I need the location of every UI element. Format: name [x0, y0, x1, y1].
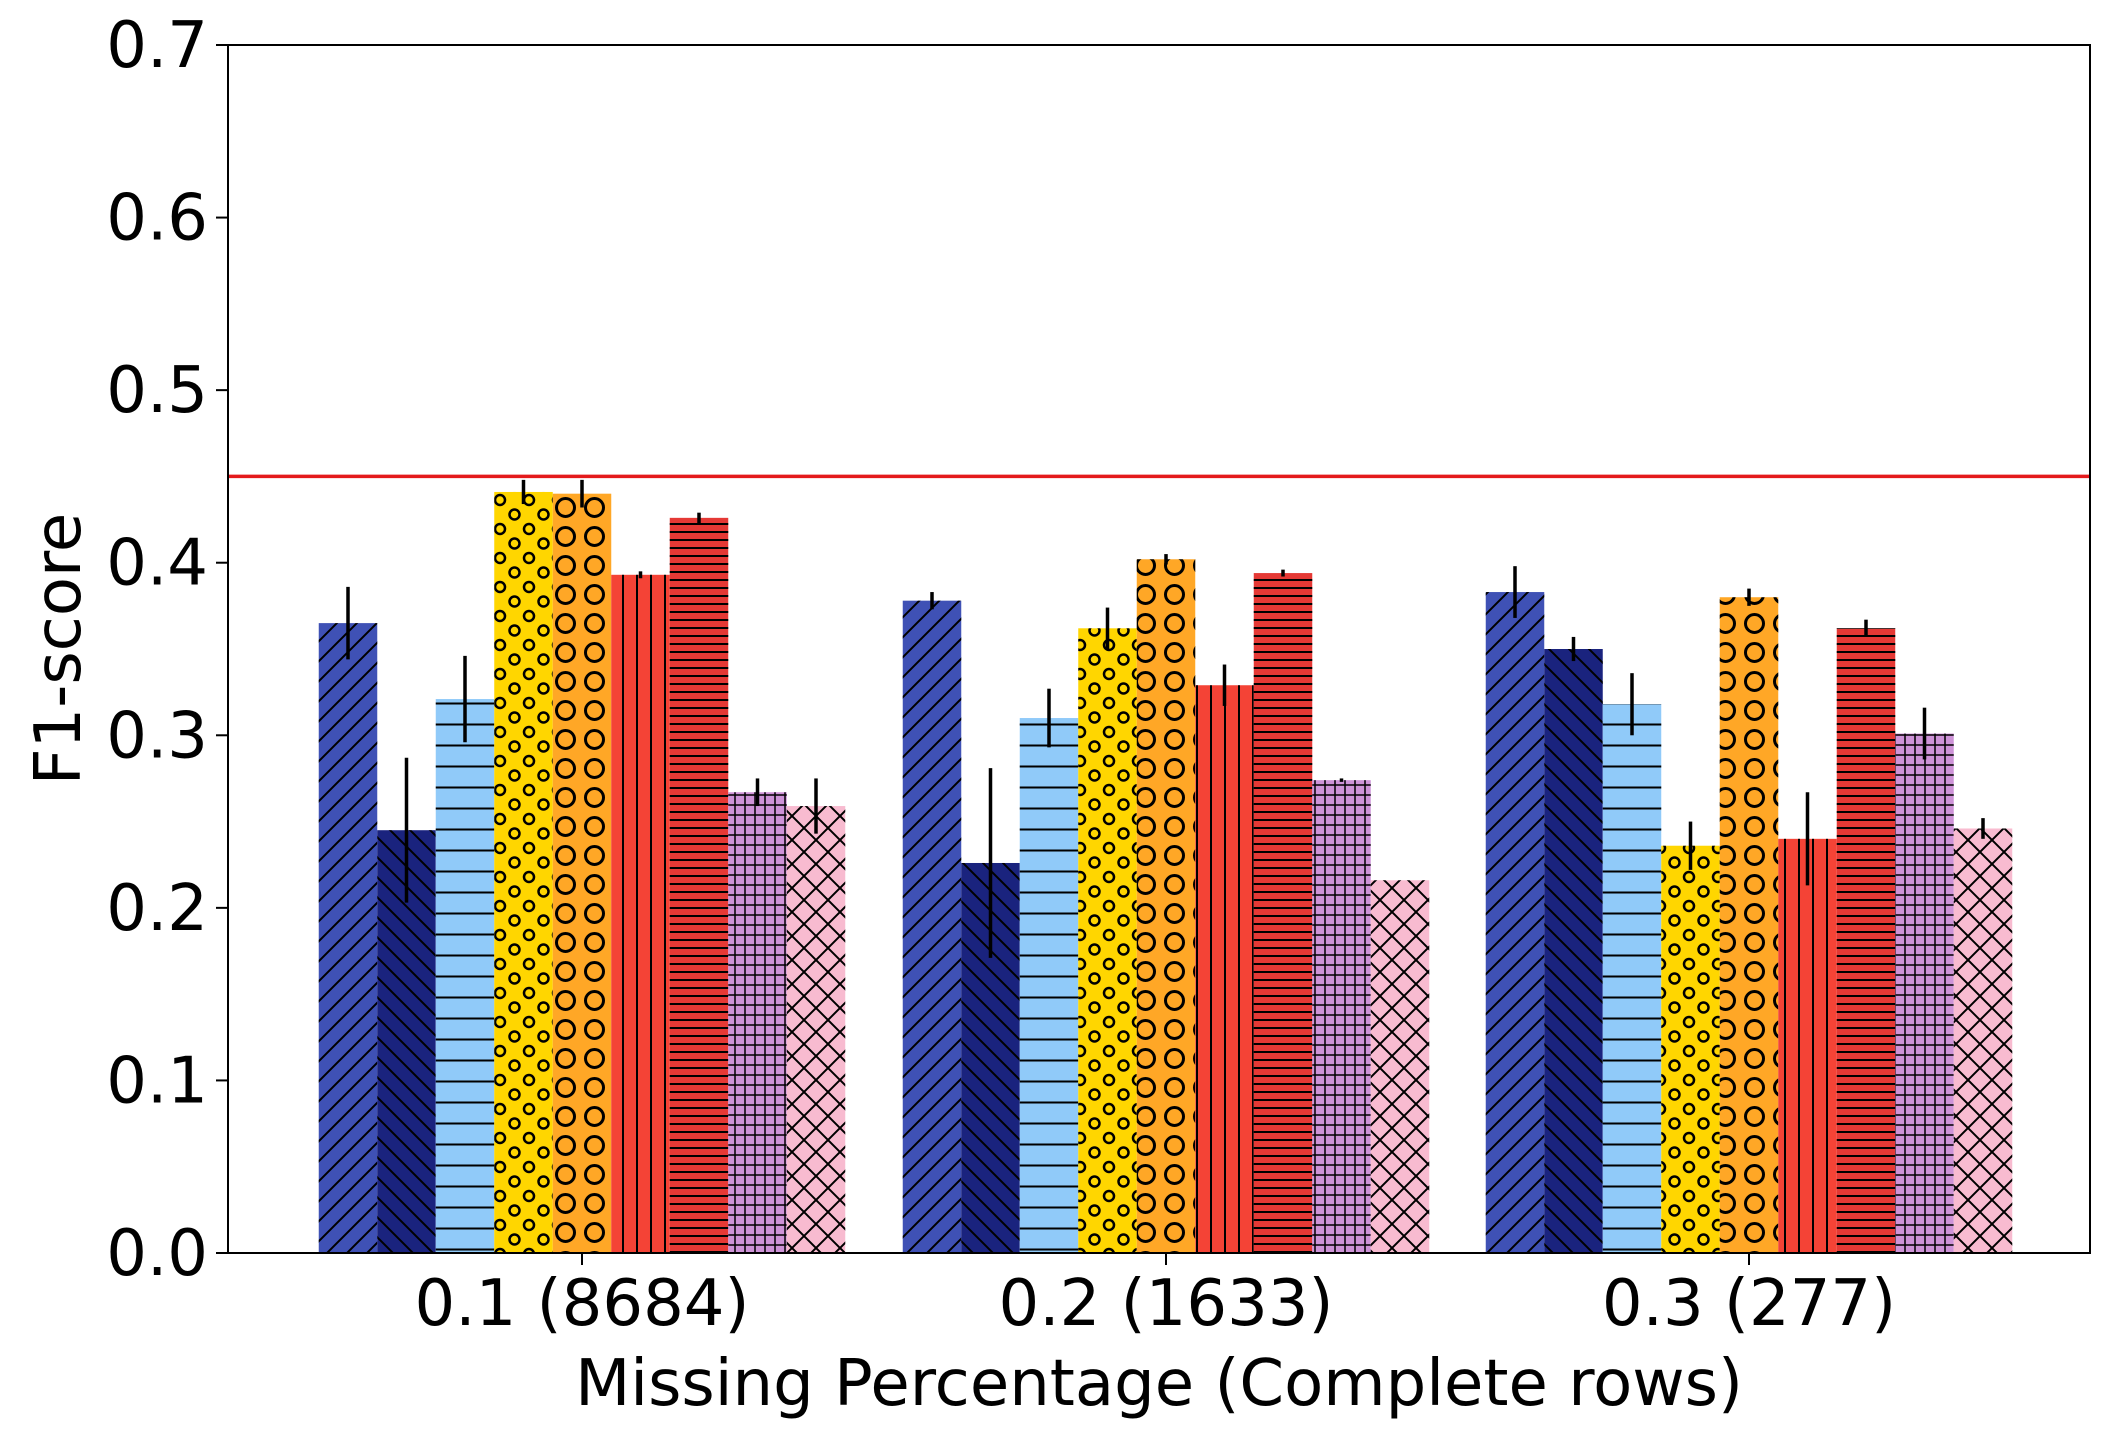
y-tick-label: 0.3: [106, 699, 208, 773]
bar-hatch-series-5-2: [1136, 559, 1196, 1253]
bar-hatch-series-9-3: [1953, 828, 2013, 1253]
bar-hatch-series-6-2: [1195, 685, 1254, 1253]
bar-hatch-series-2-3: [1544, 649, 1603, 1253]
y-tick-label: 0.7: [106, 9, 208, 83]
x-axis-label: Missing Percentage (Complete rows): [575, 1347, 1743, 1421]
x-tick-label: 0.2 (1633): [999, 1267, 1334, 1341]
bars-layer: [318, 491, 2013, 1254]
bar-hatch-series-8-2: [1312, 780, 1371, 1253]
error-bars-layer: [346, 479, 1985, 958]
y-tick-label: 0.1: [106, 1044, 208, 1118]
bar-hatch-series-4-3: [1661, 845, 1720, 1253]
bar-hatch-series-4-1: [494, 491, 553, 1254]
y-tick-label: 0.5: [106, 354, 208, 428]
y-tick-label: 0.6: [106, 182, 208, 256]
bar-hatch-series-1-3: [1485, 592, 1545, 1253]
x-axis: 0.1 (8684) 0.2 (1633) 0.3 (277): [415, 1253, 1896, 1341]
bar-hatch-series-6-1: [611, 574, 670, 1253]
bar-hatch-series-3-2: [1019, 718, 1079, 1253]
bar-hatch-series-3-1: [435, 699, 495, 1253]
bar-hatch-series-9-1: [786, 806, 846, 1253]
bar-hatch-series-4-2: [1078, 628, 1137, 1253]
bar-hatch-series-9-2: [1370, 880, 1430, 1253]
y-tick-label: 0.0: [106, 1217, 208, 1291]
bar-hatch-series-1-1: [318, 623, 378, 1253]
bar-hatch-series-1-2: [902, 600, 962, 1253]
x-tick-label: 0.1 (8684): [415, 1267, 750, 1341]
bar-hatch-series-8-3: [1895, 733, 1954, 1253]
y-axis-label: F1-score: [22, 513, 96, 786]
bar-hatch-series-7-1: [669, 517, 729, 1253]
bar-hatch-series-8-1: [728, 792, 787, 1253]
bar-hatch-series-7-2: [1253, 573, 1313, 1253]
bar-hatch-series-5-3: [1719, 597, 1779, 1253]
y-tick-label: 0.4: [106, 527, 208, 601]
bar-hatch-series-5-1: [552, 493, 612, 1254]
y-axis: 0.0 0.1 0.2 0.3 0.4 0.5 0.6 0.7: [106, 9, 228, 1291]
bar-hatch-series-6-3: [1778, 838, 1837, 1253]
bar-hatch-series-3-3: [1602, 704, 1662, 1253]
bar-hatch-series-7-3: [1836, 628, 1896, 1253]
y-tick-label: 0.2: [106, 872, 208, 946]
plot-frame: [227, 44, 2091, 1254]
x-tick-label: 0.3 (277): [1602, 1267, 1896, 1341]
